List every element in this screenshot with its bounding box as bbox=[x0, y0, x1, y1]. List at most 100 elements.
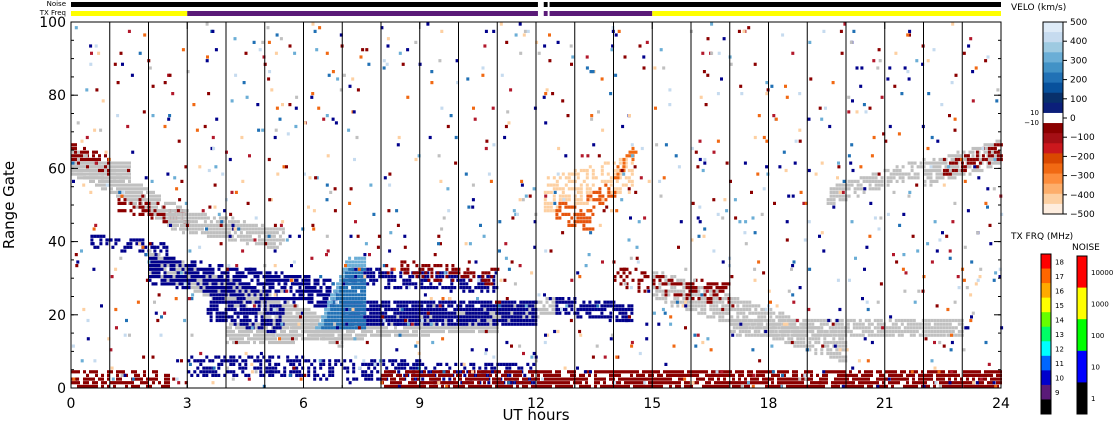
data-cell bbox=[882, 373, 885, 377]
data-cell bbox=[98, 377, 101, 381]
data-cell bbox=[387, 286, 391, 290]
data-cell bbox=[206, 216, 210, 220]
data-cell bbox=[703, 297, 707, 301]
data-cell bbox=[706, 300, 710, 304]
data-cell bbox=[837, 333, 841, 337]
data-cell bbox=[119, 161, 122, 165]
data-cell bbox=[465, 307, 469, 312]
data-cell bbox=[307, 275, 311, 279]
data-cell bbox=[101, 179, 104, 183]
data-cell bbox=[903, 318, 907, 323]
data-cell bbox=[477, 373, 480, 377]
data-cell bbox=[432, 384, 435, 388]
data-cell bbox=[727, 282, 731, 286]
data-cell bbox=[558, 370, 561, 374]
data-cell bbox=[119, 377, 122, 381]
data-cell bbox=[396, 304, 400, 308]
data-cell bbox=[411, 304, 415, 308]
data-cell bbox=[152, 381, 155, 385]
data-cell bbox=[933, 318, 937, 323]
data-cell bbox=[178, 264, 182, 268]
data-cell bbox=[221, 223, 225, 227]
data-cell bbox=[471, 318, 475, 323]
data-cell bbox=[765, 322, 769, 326]
data-cell bbox=[244, 366, 248, 370]
data-cell bbox=[190, 286, 194, 290]
data-cell bbox=[424, 333, 427, 337]
data-cell bbox=[453, 275, 457, 279]
data-cell bbox=[459, 373, 462, 377]
data-cell bbox=[304, 315, 308, 319]
data-cell bbox=[814, 348, 818, 352]
data-cell bbox=[232, 286, 236, 290]
data-cell bbox=[141, 209, 145, 213]
data-cell bbox=[426, 315, 430, 319]
data-cell bbox=[325, 329, 328, 334]
data-cell bbox=[661, 297, 665, 301]
data-cell bbox=[286, 311, 290, 315]
data-cell bbox=[444, 311, 448, 315]
data-cell bbox=[154, 275, 158, 279]
data-cell bbox=[688, 297, 692, 301]
data-cell bbox=[157, 256, 161, 260]
data-cell bbox=[834, 329, 838, 334]
data-cell bbox=[654, 384, 657, 388]
data-cell bbox=[777, 370, 780, 374]
data-cell bbox=[756, 333, 760, 337]
data-cell bbox=[462, 315, 466, 319]
data-cell bbox=[412, 271, 416, 275]
data-cell bbox=[134, 187, 137, 191]
data-cell bbox=[435, 286, 439, 290]
data-cell bbox=[721, 289, 725, 293]
data-cell bbox=[687, 384, 690, 388]
noise-segment bbox=[543, 2, 548, 7]
data-cell bbox=[460, 329, 463, 334]
data-cell bbox=[155, 373, 158, 377]
data-cell bbox=[861, 377, 864, 381]
data-cell bbox=[810, 329, 814, 334]
data-cell bbox=[485, 318, 489, 323]
data-cell bbox=[585, 384, 588, 388]
data-cell bbox=[173, 209, 177, 213]
data-cell bbox=[708, 381, 711, 385]
data-cell bbox=[652, 275, 656, 279]
data-cell bbox=[858, 333, 862, 337]
data-cell bbox=[801, 373, 804, 377]
data-cell bbox=[384, 286, 388, 290]
data-cell bbox=[492, 381, 495, 385]
data-cell bbox=[123, 209, 127, 213]
data-cell bbox=[141, 212, 145, 216]
data-cell bbox=[166, 264, 170, 268]
data-cell bbox=[867, 329, 871, 334]
data-cell bbox=[226, 293, 230, 297]
data-cell bbox=[322, 282, 326, 286]
data-cell bbox=[384, 300, 388, 304]
data-cell bbox=[585, 304, 589, 308]
data-cell bbox=[718, 307, 722, 312]
data-cell bbox=[304, 359, 308, 363]
data-cell bbox=[894, 322, 898, 326]
data-cell bbox=[672, 381, 675, 385]
data-cell bbox=[433, 322, 436, 326]
data-cell bbox=[501, 300, 505, 304]
data-cell bbox=[295, 289, 299, 293]
data-cell bbox=[542, 307, 546, 312]
data-cell bbox=[241, 275, 245, 279]
data-cell bbox=[432, 307, 436, 312]
data-cell bbox=[193, 260, 197, 264]
data-cell bbox=[522, 307, 526, 312]
data-cell bbox=[409, 333, 412, 337]
data-cell bbox=[481, 271, 485, 275]
data-cell bbox=[953, 154, 957, 158]
data-cell bbox=[663, 381, 666, 385]
data-cell bbox=[622, 278, 626, 282]
data-cell bbox=[181, 260, 185, 264]
data-cell bbox=[254, 318, 258, 323]
data-cell bbox=[179, 205, 182, 209]
data-cell bbox=[456, 307, 460, 312]
data-cell bbox=[811, 344, 815, 348]
data-cell bbox=[513, 370, 516, 374]
data-cell bbox=[490, 322, 493, 326]
data-cell bbox=[924, 381, 927, 385]
data-cell bbox=[325, 304, 329, 308]
